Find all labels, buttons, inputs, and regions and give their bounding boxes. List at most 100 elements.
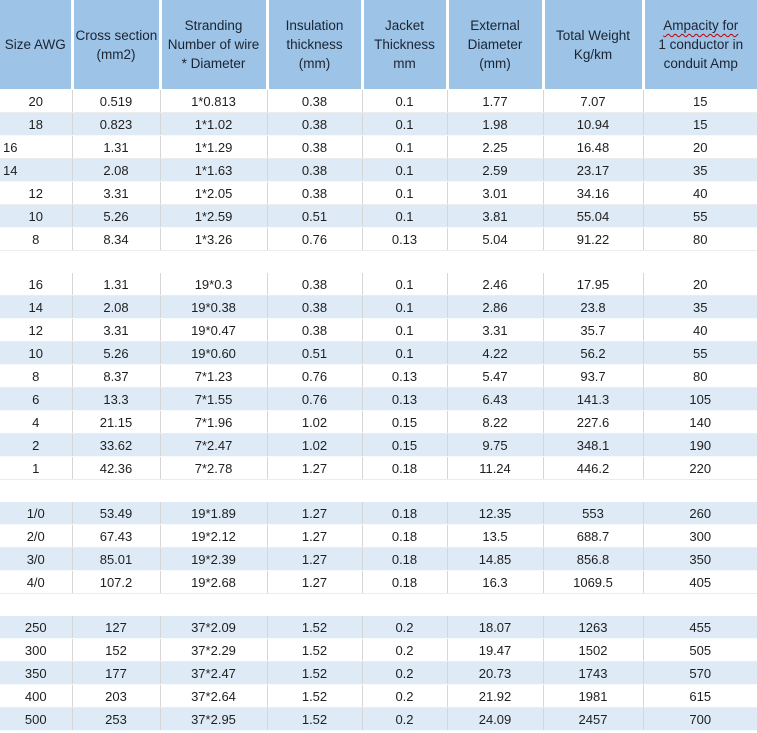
table-row: 2 33.62 7*2.47 1.02 0.15 9.75 348.1 190 bbox=[0, 433, 757, 457]
table-cell: 7*1.96 bbox=[160, 410, 268, 434]
column-header-line: Size AWG bbox=[4, 37, 66, 52]
table-row: 4/0 107.2 19*2.68 1.27 0.18 16.3 1069.5 405 bbox=[0, 570, 757, 594]
table-cell: 2.59 bbox=[447, 158, 544, 182]
table-cell: 7*1.55 bbox=[160, 387, 268, 411]
table-cell: 0.1 bbox=[362, 204, 448, 228]
table-cell: 11.24 bbox=[447, 456, 544, 480]
column-header-line: Stranding bbox=[184, 18, 243, 33]
table-cell: 2.86 bbox=[447, 295, 544, 319]
table-cell: 7*1.23 bbox=[160, 364, 268, 388]
table-cell: 570 bbox=[643, 661, 757, 685]
table-cell: 23.8 bbox=[543, 295, 644, 319]
table-cell: 19*0.38 bbox=[160, 295, 268, 319]
table-cell: 0.823 bbox=[72, 112, 161, 136]
table-cell: 42.36 bbox=[72, 456, 161, 480]
table-cell: 5.47 bbox=[447, 364, 544, 388]
column-header-line: Insulation bbox=[285, 18, 344, 33]
table-cell: 19*2.12 bbox=[160, 524, 268, 548]
table-cell: 20.73 bbox=[447, 661, 544, 685]
spacer-cell bbox=[0, 250, 757, 273]
spacer-row bbox=[0, 479, 757, 502]
table-cell: 1*1.63 bbox=[160, 158, 268, 182]
table-cell: 190 bbox=[643, 433, 757, 457]
table-cell: 3.31 bbox=[72, 181, 161, 205]
awg-size-cell: 500 bbox=[0, 707, 73, 731]
column-header-line: External bbox=[470, 18, 520, 33]
table-cell: 1.52 bbox=[267, 616, 363, 639]
table-cell: 20 bbox=[643, 273, 757, 296]
table-row: 250 127 37*2.09 1.52 0.2 18.07 1263 455 bbox=[0, 616, 757, 639]
table-cell: 0.38 bbox=[267, 273, 363, 296]
table-cell: 253 bbox=[72, 707, 161, 731]
table-cell: 615 bbox=[643, 684, 757, 708]
column-header-line: (mm) bbox=[479, 56, 511, 71]
column-header-line: * Diameter bbox=[181, 56, 246, 71]
table-cell: 0.38 bbox=[267, 318, 363, 342]
table-cell: 0.1 bbox=[362, 181, 448, 205]
column-header-line: mm bbox=[393, 56, 416, 71]
table-cell: 1.02 bbox=[267, 410, 363, 434]
awg-size-cell: 8 bbox=[0, 364, 73, 388]
table-cell: 0.38 bbox=[267, 158, 363, 182]
table-cell: 1263 bbox=[543, 616, 644, 639]
table-row: 10 5.26 19*0.60 0.51 0.1 4.22 56.2 55 bbox=[0, 341, 757, 365]
column-header-line: Diameter bbox=[467, 37, 523, 52]
table-row: 300 152 37*2.29 1.52 0.2 19.47 1502 505 bbox=[0, 638, 757, 662]
table-row: 500 253 37*2.95 1.52 0.2 24.09 2457 700 bbox=[0, 707, 757, 731]
table-cell: 2.08 bbox=[72, 295, 161, 319]
table-cell: 141.3 bbox=[543, 387, 644, 411]
table-cell: 1.27 bbox=[267, 570, 363, 594]
table-row: 2/0 67.43 19*2.12 1.27 0.18 13.5 688.7 300 bbox=[0, 524, 757, 548]
table-cell: 55 bbox=[643, 341, 757, 365]
table-cell: 105 bbox=[643, 387, 757, 411]
awg-size-cell: 400 bbox=[0, 684, 73, 708]
table-cell: 1.27 bbox=[267, 456, 363, 480]
table-cell: 0.15 bbox=[362, 410, 448, 434]
table-cell: 7*2.78 bbox=[160, 456, 268, 480]
awg-size-cell: 3/0 bbox=[0, 547, 73, 571]
table-cell: 85.01 bbox=[72, 547, 161, 571]
awg-size-cell: 18 bbox=[0, 112, 73, 136]
table-cell: 53.49 bbox=[72, 502, 161, 525]
column-header-line: thickness bbox=[286, 37, 343, 52]
table-cell: 0.1 bbox=[362, 273, 448, 296]
awg-size-cell: 16 bbox=[0, 135, 73, 159]
table-cell: 0.2 bbox=[362, 661, 448, 685]
table-row: 1/0 53.49 19*1.89 1.27 0.18 12.35 553 260 bbox=[0, 502, 757, 525]
table-cell: 80 bbox=[643, 227, 757, 251]
awg-size-cell: 12 bbox=[0, 181, 73, 205]
table-cell: 2.08 bbox=[72, 158, 161, 182]
table-cell: 10.94 bbox=[543, 112, 644, 136]
table-row: 8 8.37 7*1.23 0.76 0.13 5.47 93.7 80 bbox=[0, 364, 757, 388]
column-header-5: External Diameter (mm) bbox=[447, 0, 545, 90]
table-cell: 0.1 bbox=[362, 295, 448, 319]
table-cell: 19.47 bbox=[447, 638, 544, 662]
table-cell: 3.01 bbox=[447, 181, 544, 205]
table-cell: 0.18 bbox=[362, 456, 448, 480]
table-cell: 1.98 bbox=[447, 112, 544, 136]
table-cell: 7*2.47 bbox=[160, 433, 268, 457]
awg-size-cell: 14 bbox=[0, 158, 73, 182]
table-row: 16 1.31 1*1.29 0.38 0.1 2.25 16.48 20 bbox=[0, 135, 757, 159]
spacer-cell bbox=[0, 479, 757, 502]
table-cell: 348.1 bbox=[543, 433, 644, 457]
table-cell: 0.13 bbox=[362, 387, 448, 411]
table-cell: 91.22 bbox=[543, 227, 644, 251]
table-row: 6 13.3 7*1.55 0.76 0.13 6.43 141.3 105 bbox=[0, 387, 757, 411]
table-cell: 8.34 bbox=[72, 227, 161, 251]
table-cell: 455 bbox=[643, 616, 757, 639]
table-cell: 553 bbox=[543, 502, 644, 525]
table-cell: 0.13 bbox=[362, 227, 448, 251]
table-body: 20 0.519 1*0.813 0.38 0.1 1.77 7.07 15 18 0.823 1*… bbox=[0, 89, 757, 731]
table-cell: 21.15 bbox=[72, 410, 161, 434]
column-header-0: Size AWG bbox=[0, 0, 74, 90]
table-cell: 0.38 bbox=[267, 89, 363, 113]
table-cell: 15 bbox=[643, 89, 757, 113]
table-cell: 0.38 bbox=[267, 135, 363, 159]
table-cell: 7.07 bbox=[543, 89, 644, 113]
table-cell: 1069.5 bbox=[543, 570, 644, 594]
awg-size-cell: 4 bbox=[0, 410, 73, 434]
table-cell: 446.2 bbox=[543, 456, 644, 480]
column-header-line: Ampacity for bbox=[663, 18, 739, 33]
table-cell: 0.38 bbox=[267, 181, 363, 205]
